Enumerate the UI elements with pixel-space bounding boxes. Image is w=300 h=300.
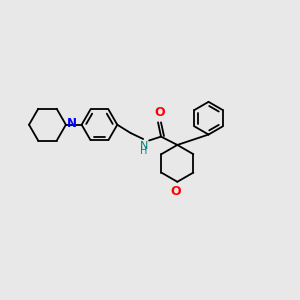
Text: N: N: [140, 141, 148, 151]
Text: O: O: [170, 185, 181, 198]
Text: N: N: [68, 117, 77, 130]
Text: O: O: [154, 106, 165, 119]
Text: H: H: [140, 146, 148, 155]
